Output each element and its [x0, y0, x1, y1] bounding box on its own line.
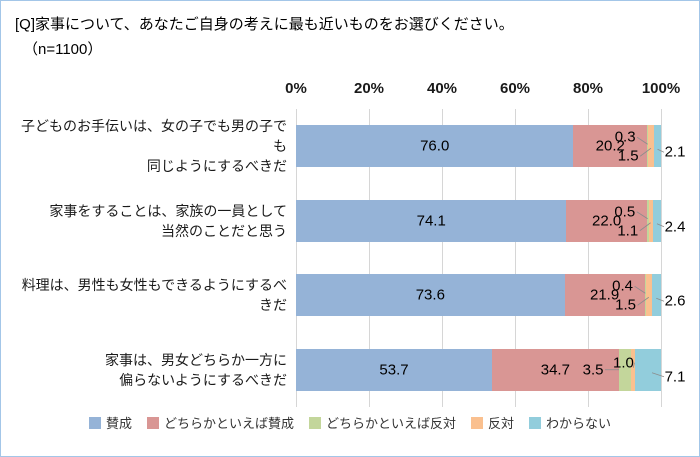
category-label-line: 子どものお手伝いは、女の子でも男の子でも [21, 118, 287, 155]
category-label: 家事は、男女どちらか一方に偏らないようにするべきだ [15, 350, 287, 390]
value-label: 0.5 [614, 203, 636, 221]
gridline [515, 109, 516, 407]
bar-segment [635, 348, 661, 391]
category-label: 子どものお手伝いは、女の子でも男の子でも同じようにするべきだ [15, 116, 287, 176]
value-label: 7.1 [664, 368, 686, 386]
legend-item: どちらかといえば反対 [308, 413, 456, 432]
axis-tick-label: 20% [353, 80, 385, 97]
value-label: 0.3 [614, 128, 636, 146]
value-label: 1.5 [617, 147, 639, 165]
bar-segment [648, 125, 654, 168]
bar-segment [653, 125, 662, 168]
legend-item: 賛成 [88, 413, 132, 432]
bar-segment [566, 199, 647, 242]
gridline [442, 109, 443, 407]
bar-segment [296, 348, 492, 391]
value-label: 76.0 [420, 137, 450, 155]
legend-swatch [529, 416, 542, 429]
value-label: 22.0 [592, 212, 622, 230]
category-label: 家事をすることは、家族の一員として当然のことだと思う [15, 201, 287, 241]
legend-item: わからない [529, 413, 611, 432]
legend-label: どちらかといえば反対 [325, 416, 456, 431]
legend-label: どちらかといえば賛成 [163, 416, 294, 431]
category-label-line: 偏らないようにするべきだ [119, 371, 287, 388]
bar-segment [648, 199, 653, 242]
axis-tick-label: 40% [426, 80, 458, 97]
legend-item: どちらかといえば賛成 [146, 413, 294, 432]
axis-tick-label: 100% [641, 80, 681, 97]
bar-segment [618, 348, 632, 391]
legend-swatch [308, 416, 321, 429]
category-label-line: 料理は、男性も女性もできるようにするべきだ [21, 277, 287, 314]
legend-label: 反対 [488, 416, 515, 431]
gridline [369, 109, 370, 407]
legend-swatch [88, 416, 101, 429]
axis-tick-label: 60% [499, 80, 531, 97]
value-label: 21.9 [589, 286, 620, 304]
value-label: 34.7 [540, 361, 570, 379]
category-label-line: 当然のことだと思う [161, 222, 287, 239]
legend-swatch [471, 416, 483, 429]
bar-segment [647, 125, 649, 168]
bar-segment [296, 125, 574, 168]
category-label-line: 家事をすることは、家族の一員として [49, 202, 287, 219]
bar-segment [646, 199, 649, 242]
category-label-line: 家事は、男女どちらか一方に [105, 351, 287, 368]
value-label: 0.4 [612, 277, 633, 295]
value-label: 3.5 [582, 361, 604, 379]
legend-label: 賛成 [105, 416, 132, 431]
value-label: 2.1 [664, 143, 686, 161]
legend-swatch [146, 416, 159, 429]
bar-segment [652, 199, 662, 242]
bar-segment [492, 348, 619, 391]
bar-segment [296, 199, 567, 242]
value-label: 1.5 [615, 296, 636, 314]
value-label: 74.1 [416, 212, 446, 230]
axis-tick-label: 0% [285, 80, 307, 97]
category-label: 料理は、男性も女性もできるようにするべきだ [15, 275, 287, 315]
gridline [588, 109, 589, 407]
gridline [661, 109, 662, 407]
value-label: 2.6 [664, 292, 686, 310]
bar-segment [296, 274, 565, 317]
legend-item: 反対 [471, 413, 514, 432]
axis-tick-label: 80% [572, 80, 604, 97]
value-label: 53.7 [379, 361, 409, 379]
bar-segment [631, 348, 636, 391]
legend-label: わからない [546, 416, 612, 431]
bar-segment [651, 274, 661, 317]
bar-segment [564, 274, 645, 317]
value-label: 1.0 [612, 354, 634, 372]
category-label-line: 同じようにするべきだ [146, 158, 287, 175]
value-label: 2.4 [664, 218, 686, 236]
gridline [296, 109, 297, 407]
bar-segment [644, 274, 647, 317]
chart-title: [Q]家事について、あなたご自身の考えに最も近いものをお選びください。 [15, 16, 514, 33]
legend: 賛成 どちらかといえば賛成 どちらかといえば反対 反対 わからない [1, 413, 699, 432]
sample-size-label: （n=1100） [23, 41, 103, 58]
value-label: 1.1 [617, 222, 639, 240]
bar-segment [573, 125, 648, 168]
value-label: 20.2 [595, 137, 625, 155]
value-label: 73.6 [415, 286, 445, 304]
bar-segment [646, 274, 652, 317]
